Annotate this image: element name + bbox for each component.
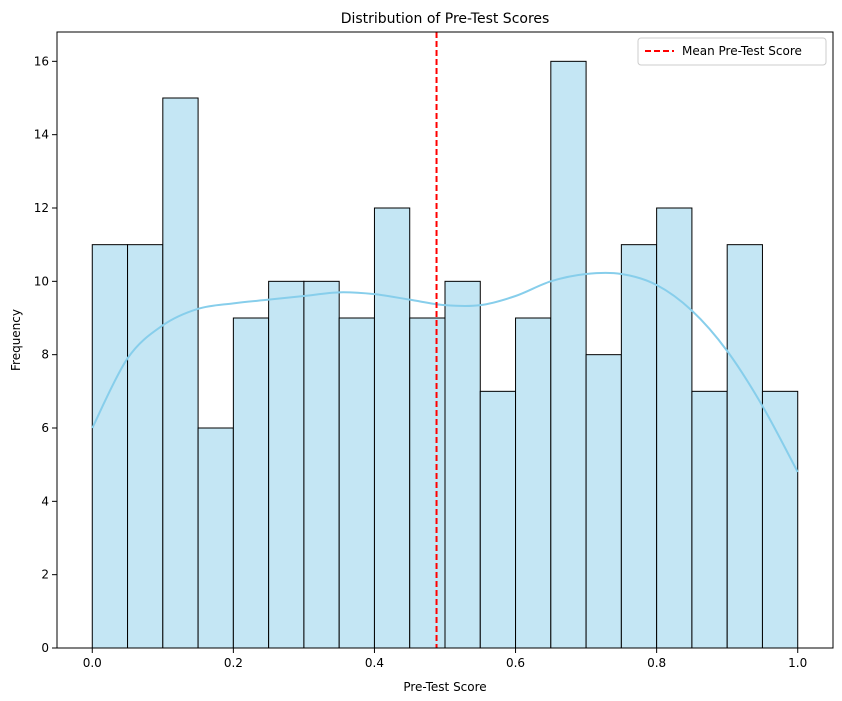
histogram-bar bbox=[268, 280, 305, 649]
kde-curve-group bbox=[91, 271, 799, 473]
histogram-bar bbox=[515, 317, 552, 649]
y-axis-ticks: 0 2 4 6 8 10 12 14 16 bbox=[34, 54, 57, 655]
histogram-bar bbox=[338, 317, 375, 649]
axes-frame bbox=[56, 31, 834, 649]
y-axis-label: Frequency bbox=[9, 309, 23, 371]
y-tick-label: 10 bbox=[34, 274, 49, 288]
x-tick-label: 1.0 bbox=[788, 656, 807, 670]
x-tick-label: 0.8 bbox=[647, 656, 666, 670]
kde-curve bbox=[91, 271, 799, 473]
histogram-bar bbox=[197, 427, 234, 649]
histogram-bar bbox=[162, 97, 199, 649]
histogram-bar bbox=[620, 244, 658, 649]
histogram-bar bbox=[409, 317, 446, 649]
x-tick-label: 0.0 bbox=[83, 656, 102, 670]
y-tick-label: 6 bbox=[41, 421, 49, 435]
histogram-bar bbox=[656, 207, 693, 649]
histogram-bar bbox=[303, 280, 340, 649]
y-tick-label: 12 bbox=[34, 201, 49, 215]
histogram-bar bbox=[726, 244, 763, 649]
y-tick-label: 2 bbox=[41, 568, 49, 582]
histogram-bar bbox=[761, 390, 799, 649]
histogram-bar bbox=[127, 244, 164, 649]
histogram-bar bbox=[232, 317, 270, 649]
histogram-bar bbox=[691, 390, 728, 649]
histogram-bar bbox=[373, 207, 411, 649]
histogram-bar bbox=[585, 354, 622, 649]
y-tick-label: 8 bbox=[41, 348, 49, 362]
x-tick-label: 0.2 bbox=[224, 656, 243, 670]
x-axis-ticks: 0.0 0.2 0.4 0.6 0.8 1.0 bbox=[83, 648, 807, 670]
histogram-bars bbox=[91, 60, 799, 649]
legend: Mean Pre-Test Score bbox=[637, 37, 827, 66]
chart-title: Distribution of Pre-Test Scores bbox=[341, 11, 550, 27]
legend-label-mean: Mean Pre-Test Score bbox=[682, 44, 802, 58]
x-axis-label: Pre-Test Score bbox=[403, 680, 486, 694]
histogram-bar bbox=[550, 60, 587, 649]
legend-box bbox=[637, 37, 827, 66]
y-tick-label: 4 bbox=[41, 494, 49, 508]
y-tick-label: 16 bbox=[34, 54, 49, 68]
histogram-bar bbox=[91, 244, 129, 649]
x-tick-label: 0.4 bbox=[365, 656, 384, 670]
y-tick-label: 0 bbox=[41, 641, 49, 655]
histogram-bar bbox=[479, 390, 517, 649]
y-tick-label: 14 bbox=[34, 128, 49, 142]
histogram-bar bbox=[444, 280, 481, 649]
x-tick-label: 0.6 bbox=[506, 656, 525, 670]
